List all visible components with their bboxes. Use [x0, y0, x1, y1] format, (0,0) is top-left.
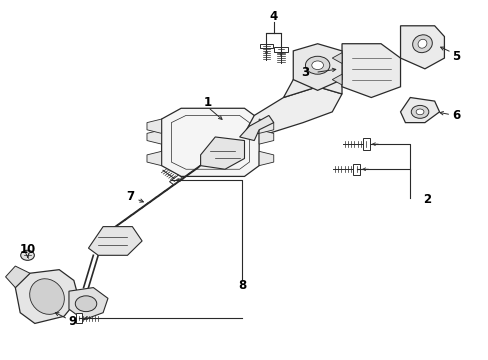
Circle shape: [415, 109, 423, 115]
Polygon shape: [400, 98, 439, 123]
Polygon shape: [362, 138, 369, 150]
Polygon shape: [259, 44, 273, 48]
Ellipse shape: [30, 279, 64, 314]
Polygon shape: [69, 288, 108, 320]
Polygon shape: [244, 87, 341, 134]
Polygon shape: [331, 53, 341, 63]
Text: 9: 9: [69, 315, 77, 328]
Polygon shape: [331, 74, 341, 85]
Polygon shape: [169, 175, 182, 185]
Polygon shape: [5, 266, 30, 288]
Polygon shape: [259, 130, 273, 144]
Polygon shape: [161, 108, 259, 176]
Polygon shape: [147, 151, 161, 166]
Polygon shape: [400, 26, 444, 69]
Polygon shape: [88, 226, 142, 255]
Polygon shape: [293, 44, 341, 90]
Polygon shape: [76, 314, 81, 323]
Text: 1: 1: [203, 96, 212, 109]
Polygon shape: [259, 151, 273, 166]
Polygon shape: [103, 163, 203, 236]
Circle shape: [20, 250, 34, 260]
Circle shape: [75, 296, 97, 312]
Text: 2: 2: [423, 193, 430, 206]
Text: 10: 10: [20, 243, 36, 256]
Text: 7: 7: [125, 190, 134, 203]
Polygon shape: [147, 130, 161, 144]
Polygon shape: [147, 119, 161, 134]
Text: 8: 8: [238, 279, 246, 292]
Polygon shape: [15, 270, 79, 323]
Polygon shape: [283, 65, 341, 98]
Polygon shape: [341, 44, 400, 98]
Circle shape: [305, 56, 329, 74]
Ellipse shape: [417, 39, 426, 48]
Polygon shape: [259, 119, 273, 134]
Text: 4: 4: [269, 10, 277, 23]
Circle shape: [410, 105, 428, 118]
Ellipse shape: [412, 35, 431, 53]
Polygon shape: [274, 47, 287, 51]
Circle shape: [311, 61, 323, 69]
Text: 5: 5: [451, 50, 460, 63]
Polygon shape: [352, 163, 359, 175]
Text: 3: 3: [301, 66, 309, 79]
Text: 6: 6: [451, 109, 460, 122]
Polygon shape: [239, 116, 273, 140]
Polygon shape: [200, 137, 244, 169]
